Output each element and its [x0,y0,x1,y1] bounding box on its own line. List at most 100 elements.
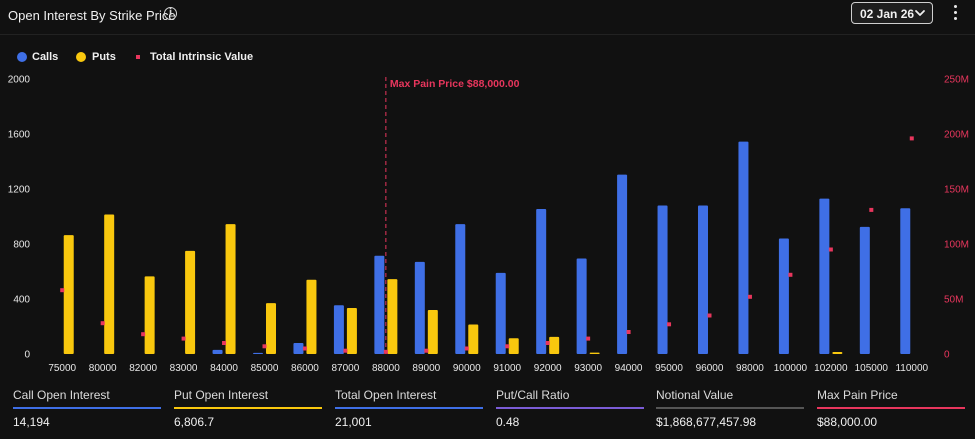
x-tick-label: 95000 [655,363,683,374]
x-tick-label: 100000 [774,363,808,374]
calls-bar [859,226,870,354]
intrinsic-value-point [222,341,227,345]
intrinsic-value-point [909,136,914,141]
max-pain-label: Max Pain Price $88,000.00 [390,78,520,90]
legend-puts-label: Puts [92,51,116,63]
legend-intrinsic-swatch [136,55,140,59]
intrinsic-value-point [424,348,429,353]
stat-label: Notional Value [656,388,734,402]
x-tick-label: 83000 [170,363,198,374]
x-tick-label: 98000 [736,363,764,374]
x-tick-label: 80000 [89,363,117,374]
stat-underline [817,407,965,409]
puts-bar [832,351,843,354]
puts-bar [185,250,196,354]
legend-calls-swatch [17,52,27,62]
calls-bar [900,208,911,354]
calls-bar [536,208,547,354]
y-right-tick-label: 150M [944,185,969,196]
puts-bar [589,352,600,354]
calls-bar [253,352,263,354]
stat-label: Put/Call Ratio [496,388,570,402]
stat-value: 21,001 [335,415,372,429]
stat-label: Total Open Interest [335,388,437,402]
legend-puts-swatch [76,52,86,62]
intrinsic-value-point [100,321,105,326]
legend-calls-label: Calls [32,51,59,63]
puts-bar [306,279,317,354]
calls-bar [455,224,466,354]
x-tick-label: 86000 [291,363,319,374]
calls-bar [414,261,425,354]
x-tick-label: 105000 [855,363,889,374]
x-tick-label: 91000 [493,363,521,374]
intrinsic-value-point [343,348,348,353]
x-tick-label: 90000 [453,363,481,374]
calls-bar [698,205,708,354]
stat-underline [13,407,161,409]
x-tick-label: 82000 [129,363,157,374]
y-left-tick-label: 2000 [8,75,31,86]
intrinsic-value-point [464,346,469,351]
x-tick-label: 110000 [895,363,928,374]
calls-bar [293,343,304,354]
kebab-menu-icon[interactable] [950,5,960,23]
intrinsic-value-point [788,272,793,277]
stats-row: Call Open Interest 14,194 Put Open Inter… [0,384,975,439]
calls-bar [212,349,223,354]
header-divider [0,34,975,35]
stat-value: $88,000.00 [817,415,878,429]
puts-bar [468,324,479,354]
x-tick-label: 85000 [251,363,279,374]
calls-bar [738,141,749,354]
legend-intrinsic-label: Total Intrinsic Value [150,51,254,63]
intrinsic-value-point [60,288,65,293]
intrinsic-value-point [181,336,186,341]
stat-underline [174,407,322,409]
x-tick-label: 96000 [696,363,724,374]
calls-bar [374,255,385,354]
puts-bar [508,338,519,354]
intrinsic-value-point [626,330,631,334]
x-tick-label: 75000 [48,363,76,374]
x-tick-label: 93000 [574,363,602,374]
stat-label: Call Open Interest [13,388,110,402]
puts-bar [549,336,560,354]
x-tick-label: 94000 [615,363,643,374]
x-tick-label: 92000 [534,363,562,374]
stat-value: $1,868,677,457.98 [656,415,757,429]
calls-bar [778,238,789,354]
info-icon[interactable]: i [164,7,177,20]
expiry-date-value: 02 Jan 26 [860,7,915,21]
intrinsic-value-point [545,341,550,345]
x-tick-label: 88000 [372,363,400,374]
intrinsic-value-point [667,322,672,327]
x-tick-label: 84000 [210,363,238,374]
puts-bar [387,279,398,354]
y-right-tick-label: 250M [944,75,969,86]
y-left-tick-label: 1200 [8,185,31,196]
puts-bar [225,224,236,354]
calls-bar [819,198,830,354]
intrinsic-value-point [828,247,833,252]
x-tick-label: 87000 [332,363,360,374]
stat-underline [496,407,644,409]
calls-bar [495,272,506,354]
intrinsic-value-point [302,346,307,351]
y-right-tick-label: 200M [944,130,969,141]
stat-label: Max Pain Price [817,388,898,402]
stat-underline [335,407,483,409]
y-left-tick-label: 1600 [8,130,31,141]
puts-bar [63,235,74,354]
expiry-date-select[interactable]: 02 Jan 26 [851,2,933,24]
stat-underline [656,407,804,409]
chart-header: Open Interest By Strike Price i 02 Jan 2… [0,0,975,30]
stat-value: 0.48 [496,415,520,429]
y-right-tick-label: 0 [944,350,950,361]
calls-bar [576,258,587,354]
y-right-tick-label: 100M [944,240,969,251]
y-right-tick-label: 50M [944,295,963,306]
intrinsic-value-point [141,332,146,337]
puts-bar [266,303,276,354]
puts-bar [346,307,357,354]
